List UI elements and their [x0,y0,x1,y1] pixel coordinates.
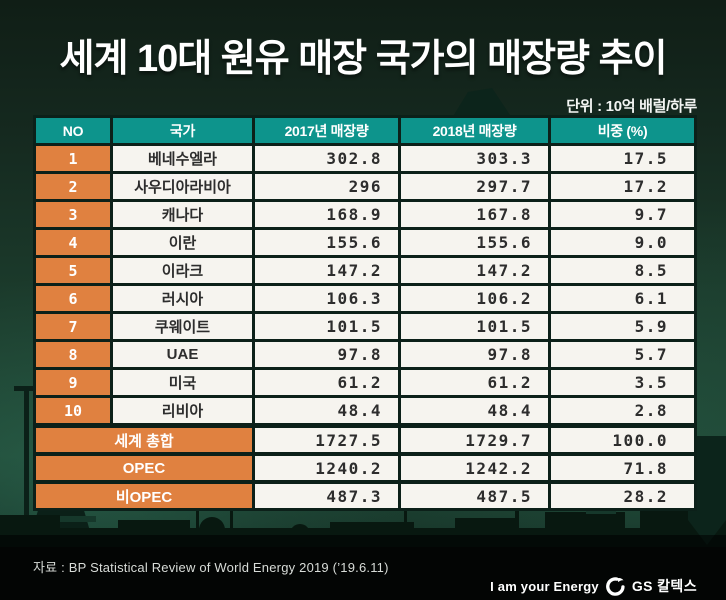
summary-1-2017: 1240.2 [255,456,398,480]
row-6-rank: 6 [36,286,110,311]
row-7-country: 쿠웨이트 [113,314,252,339]
summary-0-2018: 1729.7 [401,428,548,452]
brand-name: GS 칼텍스 [631,578,697,594]
row-10-rank: 10 [36,398,110,423]
row-3-2017: 168.9 [255,202,398,227]
row-8-country: UAE [113,342,252,367]
row-7-2018: 101.5 [401,314,548,339]
header-cell-0: NO [36,118,110,143]
row-6-2017: 106.3 [255,286,398,311]
row-6-country: 러시아 [113,286,252,311]
row-4-2018: 155.6 [401,230,548,255]
row-7-2017: 101.5 [255,314,398,339]
summary-2-2018: 487.5 [401,484,548,508]
row-2-country: 사우디아라비아 [113,174,252,199]
row-7-rank: 7 [36,314,110,339]
row-4-country: 이란 [113,230,252,255]
row-8-2017: 97.8 [255,342,398,367]
table-main-grid: NO 국가 2017년 매장량 2018년 매장량 비중 (%) 1 베네수엘라 302.8 3… [36,118,694,423]
row-8-share: 5.7 [551,342,694,367]
summary-2-share: 28.2 [551,484,694,508]
row-8-2018: 97.8 [401,342,548,367]
footer-brand: I am your Energy GS 칼텍스 [490,576,697,596]
summary-2-label: 비OPEC [36,484,252,508]
row-2-2018: 297.7 [401,174,548,199]
summary-1-2018: 1242.2 [401,456,548,480]
bottom-fade [0,535,726,547]
row-5-share: 8.5 [551,258,694,283]
row-1-2017: 302.8 [255,146,398,171]
header-cell-2: 2017년 매장량 [255,118,398,143]
row-4-2017: 155.6 [255,230,398,255]
row-3-share: 9.7 [551,202,694,227]
row-5-rank: 5 [36,258,110,283]
row-9-country: 미국 [113,370,252,395]
row-4-rank: 4 [36,230,110,255]
row-9-share: 3.5 [551,370,694,395]
row-2-share: 17.2 [551,174,694,199]
bottom-black-band [0,547,726,600]
background-accent-shapes [452,88,726,545]
table-summary-grid: 세계 총합 1727.5 1729.7 100.0 OPEC 1240.2 1242.2 71… [36,428,694,508]
summary-0-label: 세계 총합 [36,428,252,452]
row-3-2018: 167.8 [401,202,548,227]
row-1-rank: 1 [36,146,110,171]
row-2-rank: 2 [36,174,110,199]
summary-1-share: 71.8 [551,456,694,480]
row-4-share: 9.0 [551,230,694,255]
header-cell-1: 국가 [113,118,252,143]
header-cell-4: 비중 (%) [551,118,694,143]
page-title: 세계 10대 원유 매장 국가의 매장량 추이 [59,38,667,80]
summary-0-2017: 1727.5 [255,428,398,452]
row-6-share: 6.1 [551,286,694,311]
summary-2-2017: 487.3 [255,484,398,508]
row-10-2017: 48.4 [255,398,398,423]
row-1-share: 17.5 [551,146,694,171]
row-5-2017: 147.2 [255,258,398,283]
row-1-2018: 303.3 [401,146,548,171]
row-2-2017: 296 [255,174,398,199]
reserves-table: NO 국가 2017년 매장량 2018년 매장량 비중 (%) 1 베네수엘라 302.8 3… [33,115,697,511]
row-10-share: 2.8 [551,398,694,423]
row-8-rank: 8 [36,342,110,367]
summary-1-label: OPEC [36,456,252,480]
row-5-country: 이라크 [113,258,252,283]
summary-0-share: 100.0 [551,428,694,452]
row-9-2018: 61.2 [401,370,548,395]
row-5-2018: 147.2 [401,258,548,283]
row-1-country: 베네수엘라 [113,146,252,171]
gs-caltex-logo-icon [605,576,625,596]
header-cell-3: 2018년 매장량 [401,118,548,143]
row-3-rank: 3 [36,202,110,227]
brand-slogan: I am your Energy [490,578,599,594]
row-10-2018: 48.4 [401,398,548,423]
row-3-country: 캐나다 [113,202,252,227]
row-7-share: 5.9 [551,314,694,339]
row-9-2017: 61.2 [255,370,398,395]
row-6-2018: 106.2 [401,286,548,311]
source-note: 자료 : BP Statistical Review of World Ener… [33,560,389,575]
row-9-rank: 9 [36,370,110,395]
row-10-country: 리비아 [113,398,252,423]
unit-label: 단위 : 10억 배럴/하루 [566,98,697,115]
